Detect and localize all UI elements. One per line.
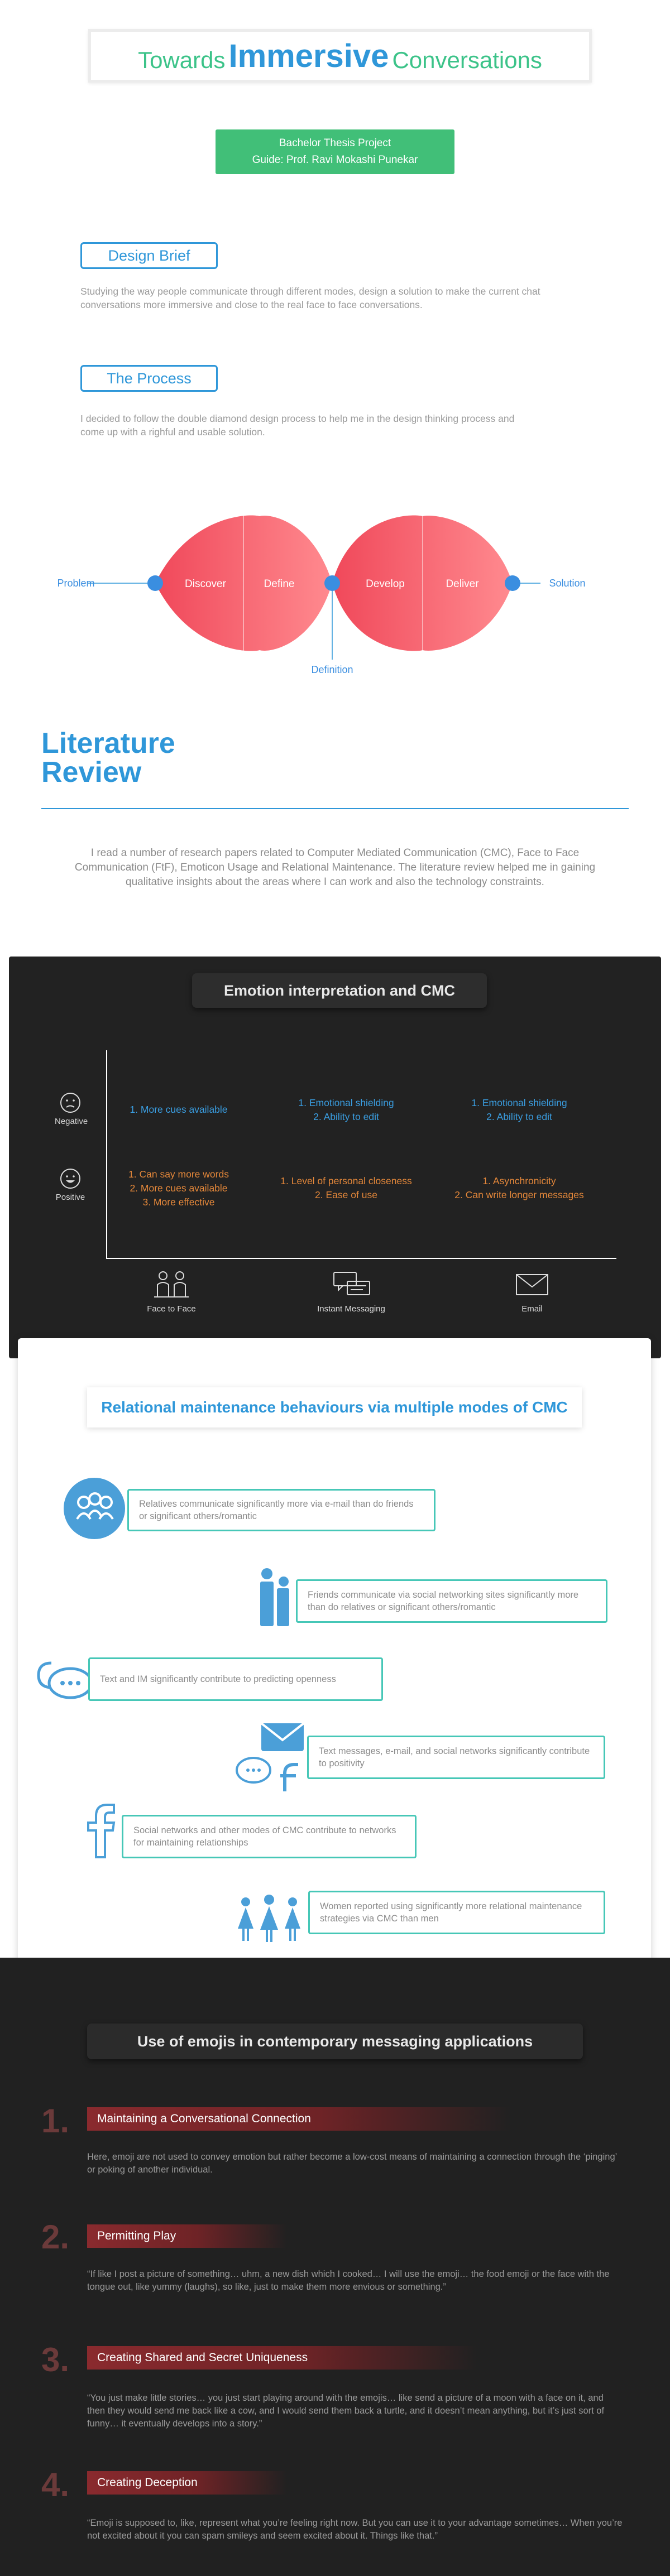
relational-card: Relational maintenance behaviours via mu… (18, 1338, 651, 1969)
positive-row-header: Positive (55, 1167, 86, 1202)
definition-node (324, 575, 340, 591)
emoji-item-3-title: Creating Shared and Secret Uniqueness (87, 2346, 477, 2370)
solution-node (505, 575, 520, 591)
emoji-item-2-number: 2. (41, 2218, 70, 2256)
emoji-item-3-number: 3. (41, 2341, 70, 2378)
facebook-icon (87, 1804, 116, 1858)
emoji-item-3-text: “You just make little stories… you just … (87, 2393, 605, 2429)
emotion-panel: Emotion interpretation and CMC Negative … (9, 957, 661, 1358)
relational-item-4: Text messages, e-mail, and social networ… (307, 1736, 605, 1779)
emoji-heading: Use of emojis in contemporary messaging … (87, 2024, 583, 2059)
face-to-face-label: Face to Face (147, 1304, 196, 1314)
problem-node (147, 575, 163, 591)
phase-deliver: Deliver (446, 578, 479, 590)
y-axis (106, 1050, 107, 1258)
relational-item-6: Women reported using significantly more … (308, 1891, 605, 1934)
cell-neg-im: 1. Emotional shielding 2. Ability to edit (298, 1097, 394, 1122)
messaging-cluster-icon (236, 1722, 305, 1791)
emoji-item-2-title: Permitting Play (87, 2224, 287, 2248)
problem-label: Problem (57, 578, 94, 589)
sad-face-icon (60, 1093, 80, 1113)
group-people-icon (64, 1478, 125, 1539)
process-text: I decided to follow the double diamond d… (80, 413, 515, 438)
relational-item-5: Social networks and other modes of CMC c… (122, 1815, 417, 1858)
chat-bubbles-icon (333, 1272, 370, 1295)
column-instant-messaging: Instant Messaging (315, 1269, 387, 1314)
literature-text: I read a number of research papers relat… (74, 847, 596, 888)
emotion-heading: Emotion interpretation and CMC (192, 973, 487, 1008)
negative-label: Negative (55, 1117, 88, 1126)
design-brief-text: Studying the way people communicate thro… (80, 286, 540, 310)
relational-item-3: Text and IM significantly contribute to … (88, 1657, 383, 1701)
definition-label: Definition (311, 664, 353, 675)
column-face-to-face: Face to Face (135, 1269, 208, 1314)
phase-define: Define (264, 578, 295, 590)
cell-pos-email: 1. Asynchronicity 2. Can write longer mes… (454, 1175, 584, 1200)
phase-discover: Discover (185, 578, 227, 590)
cell-pos-ftf: 1. Can say more words 2. More cues availa… (128, 1169, 229, 1208)
email-label: Email (521, 1304, 543, 1314)
instant-messaging-label: Instant Messaging (317, 1304, 385, 1314)
emoji-item-1-title: Maintaining a Conversational Connection (87, 2107, 510, 2131)
x-axis (106, 1258, 616, 1259)
literature-title: Literature Review (41, 729, 175, 787)
title-post: Conversations (392, 47, 542, 73)
smile-face-icon (60, 1169, 80, 1189)
positive-label: Positive (55, 1193, 85, 1202)
process-label: The Process (80, 365, 218, 392)
cell-pos-im: 1. Level of personal closeness 2. Ease of… (280, 1175, 412, 1200)
divider (41, 808, 629, 809)
solution-label: Solution (549, 578, 585, 589)
emoji-item-4-title: Creating Deception (87, 2471, 287, 2495)
project-guide: Guide: Prof. Ravi Mokashi Punekar (252, 154, 418, 166)
emoji-item-4-text: “Emoji is supposed to, like, represent w… (87, 2518, 623, 2541)
negative-row-header: Negative (55, 1092, 88, 1126)
project-type: Bachelor Thesis Project (279, 137, 391, 149)
face-to-face-icon (154, 1271, 189, 1297)
double-diamond-diagram: Problem Solution Definition Discover Def… (0, 502, 670, 692)
design-brief-label: Design Brief (80, 242, 218, 269)
title-main: Immersive (228, 37, 389, 74)
emoji-item-1-text: Here, emoji are not used to convey emoti… (87, 2152, 617, 2175)
phase-develop: Develop (366, 578, 405, 590)
relational-item-2: Friends communicate via social networkin… (296, 1579, 607, 1623)
emoji-item-1-number: 1. (41, 2102, 70, 2140)
cell-neg-ftf: 1. More cues available (130, 1104, 228, 1115)
column-email: Email (496, 1269, 568, 1314)
title-pre: Towards (138, 47, 226, 73)
family-icon (260, 1568, 289, 1626)
envelope-icon (516, 1274, 548, 1295)
emoji-item-4-number: 4. (41, 2466, 70, 2503)
emoji-item-2-text: “If like I post a picture of something… … (87, 2269, 610, 2292)
women-group-icon (238, 1895, 300, 1942)
literature-title-line1: Literature (41, 727, 175, 760)
emoji-panel: Use of emojis in contemporary messaging … (0, 1958, 670, 2576)
project-tag: Bachelor Thesis Project Guide: Prof. Rav… (216, 129, 454, 174)
relational-heading: Relational maintenance behaviours via mu… (87, 1387, 582, 1428)
cell-neg-email: 1. Emotional shielding 2. Ability to edit (471, 1097, 567, 1122)
speech-bubble-icon (37, 1661, 93, 1699)
title-card: Towards Immersive Conversations (88, 29, 592, 83)
relational-item-1: Relatives communicate significantly more… (127, 1489, 436, 1531)
literature-title-line2: Review (41, 756, 142, 789)
